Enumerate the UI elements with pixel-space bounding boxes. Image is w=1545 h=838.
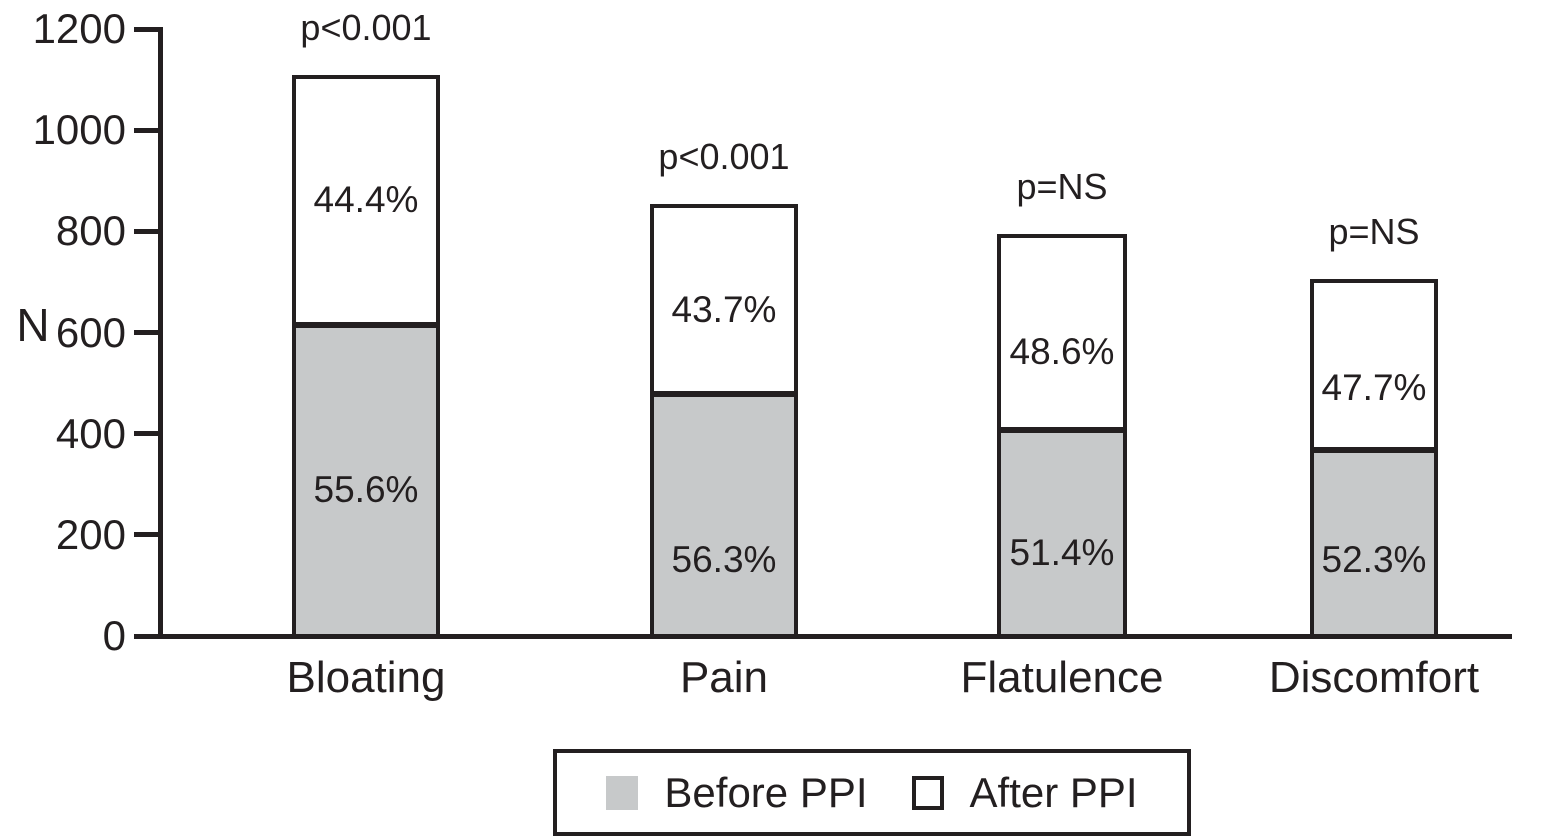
bar-bloating-after-pct-label: 44.4% — [313, 179, 419, 220]
bar-pain-before-pct-label: 56.3% — [671, 539, 777, 580]
y-axis-tick-label: 600 — [55, 309, 126, 356]
legend: Before PPI After PPI — [553, 749, 1191, 836]
bar-flatulence-after-pct-label: 48.6% — [1009, 331, 1115, 372]
y-axis-tick-label: 1000 — [32, 106, 126, 153]
before-ppi-swatch-icon — [606, 775, 639, 810]
y-axis-tick-label: 1200 — [32, 5, 126, 52]
legend-item-before-ppi: Before PPI — [606, 768, 868, 816]
y-axis-tick — [134, 532, 160, 537]
y-axis-tick-label: 0 — [102, 612, 126, 659]
bar-discomfort-before-segment — [1310, 447, 1438, 638]
y-axis-title: N — [16, 299, 50, 351]
x-axis-category-label-bloating: Bloating — [286, 653, 446, 702]
y-axis-line — [158, 27, 163, 638]
y-axis-tick — [134, 634, 160, 639]
y-axis-tick — [134, 229, 160, 234]
bar-flatulence-before-pct-label: 51.4% — [1009, 532, 1115, 573]
y-axis-tick — [134, 128, 160, 133]
x-axis-line — [158, 634, 1512, 639]
bar-flatulence-p-value-label: p=NS — [1016, 166, 1108, 207]
x-axis-category-label-discomfort: Discomfort — [1268, 653, 1480, 702]
y-axis-tick — [134, 330, 160, 335]
x-axis-category-label-pain: Pain — [679, 653, 769, 702]
y-axis-tick-label: 200 — [55, 511, 126, 558]
x-axis-category-label-flatulence: Flatulence — [960, 653, 1164, 702]
bar-bloating-p-value-label: p<0.001 — [300, 7, 432, 48]
y-axis-tick-label: 800 — [55, 207, 126, 254]
legend-label-after-ppi: After PPI — [969, 768, 1138, 816]
y-axis-tick — [134, 431, 160, 436]
bar-discomfort-p-value-label: p=NS — [1328, 211, 1420, 252]
legend-item-after-ppi: After PPI — [911, 768, 1138, 816]
bar-pain-after-pct-label: 43.7% — [671, 289, 777, 330]
after-ppi-swatch-icon — [911, 775, 944, 810]
legend-label-before-ppi: Before PPI — [664, 768, 868, 816]
bar-discomfort-before-pct-label: 52.3% — [1321, 539, 1427, 580]
bar-bloating-before-pct-label: 55.6% — [313, 469, 419, 510]
y-axis-tick-label: 400 — [55, 410, 126, 457]
bar-discomfort-after-pct-label: 47.7% — [1321, 367, 1427, 408]
bar-pain-before-segment — [650, 391, 798, 638]
y-axis-tick — [134, 27, 160, 32]
bar-pain-p-value-label: p<0.001 — [658, 136, 790, 177]
